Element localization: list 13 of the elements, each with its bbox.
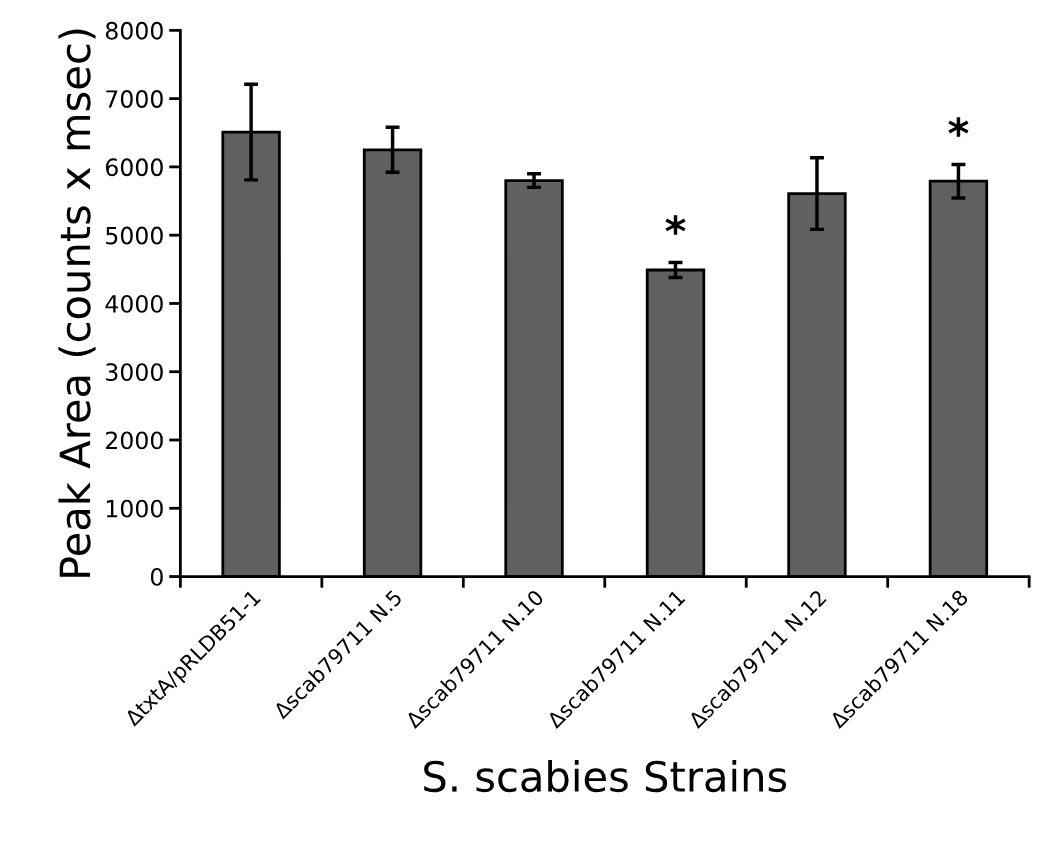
y-tick-label: 2000: [106, 431, 163, 450]
y-tick-label: 8000: [105, 21, 163, 40]
annotation: *: [948, 117, 969, 137]
annotation: *: [665, 215, 686, 235]
x-axis-title: S. scabies Strains: [424, 759, 787, 793]
y-tick-label: 7000: [106, 90, 163, 108]
y-tick-label: 3000: [106, 363, 163, 382]
y-tick-label: 4000: [105, 294, 163, 313]
y-tick-label: 5000: [106, 226, 163, 245]
y-tick-label: 6000: [105, 158, 163, 177]
y-tick-label: 0: [150, 568, 163, 586]
y-axis-title: Peak Area (counts x msec): [58, 29, 96, 577]
y-tick-label: 1000: [106, 499, 163, 518]
